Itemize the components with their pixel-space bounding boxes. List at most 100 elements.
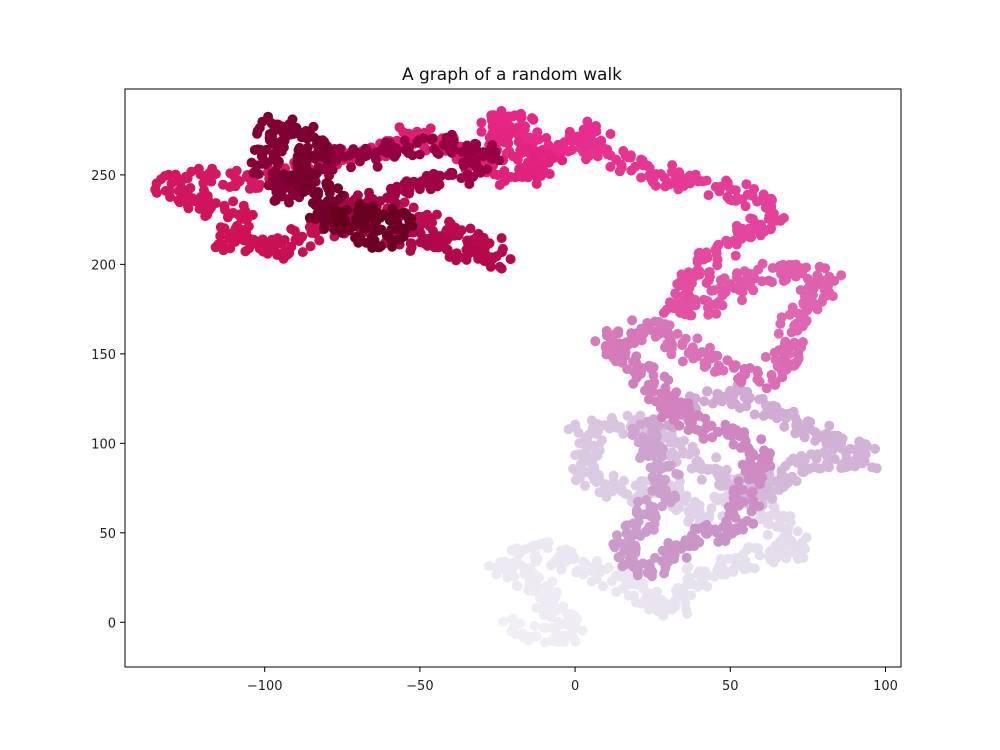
- walk-point: [319, 210, 330, 221]
- walk-point: [434, 170, 445, 181]
- walk-point: [660, 319, 671, 330]
- walk-point: [496, 263, 507, 274]
- walk-point: [656, 447, 667, 457]
- walk-point: [732, 495, 742, 506]
- walk-point: [766, 369, 777, 380]
- walk-point: [261, 144, 272, 155]
- walk-point: [673, 469, 684, 480]
- walk-point: [348, 148, 359, 159]
- walk-point: [761, 383, 772, 394]
- walk-point: [727, 398, 738, 409]
- walk-point: [515, 113, 526, 124]
- y-tick-label: 0: [108, 616, 116, 631]
- walk-point: [791, 259, 801, 270]
- walk-point: [774, 537, 785, 547]
- walk-point: [718, 532, 729, 543]
- walk-point: [510, 628, 521, 639]
- walk-point: [362, 150, 373, 161]
- walk-point: [736, 375, 747, 386]
- walk-point: [853, 453, 864, 464]
- walk-point: [523, 133, 534, 143]
- walk-point: [288, 128, 299, 139]
- walk-point: [677, 337, 688, 348]
- walk-point: [645, 501, 656, 512]
- walk-point: [711, 452, 722, 463]
- walk-point: [720, 287, 731, 298]
- walk-point: [372, 161, 383, 172]
- walk-point: [557, 155, 568, 166]
- walk-point: [577, 625, 588, 636]
- walk-point: [661, 602, 672, 613]
- walk-point: [489, 169, 500, 180]
- walk-point: [476, 126, 487, 137]
- walk-point: [544, 169, 555, 179]
- walk-point: [661, 547, 672, 558]
- walk-point: [578, 569, 589, 580]
- walk-point: [596, 135, 607, 146]
- walk-point: [778, 213, 789, 223]
- walk-point: [692, 333, 703, 344]
- walk-point: [701, 520, 712, 530]
- walk-point: [687, 530, 697, 541]
- walk-point: [687, 342, 698, 353]
- walk-point: [252, 126, 263, 136]
- walk-point: [333, 183, 343, 194]
- y-tick-label: 100: [91, 437, 116, 452]
- walk-point: [794, 426, 805, 437]
- walk-point: [674, 280, 684, 291]
- walk-point: [572, 132, 583, 143]
- walk-point: [702, 528, 712, 539]
- walk-point: [537, 604, 548, 615]
- walk-point: [292, 161, 303, 172]
- walk-point: [590, 467, 601, 477]
- scatter-points: [150, 106, 882, 648]
- walk-point: [527, 573, 538, 584]
- walk-point: [752, 196, 763, 207]
- walk-point: [470, 233, 481, 244]
- walk-point: [618, 428, 629, 439]
- walk-point: [541, 541, 552, 552]
- walk-point: [427, 217, 438, 228]
- walk-point: [469, 141, 480, 152]
- walk-point: [733, 476, 744, 487]
- walk-point: [683, 277, 694, 288]
- walk-point: [780, 461, 791, 472]
- walk-point: [754, 376, 765, 387]
- walk-point: [742, 544, 753, 555]
- walk-point: [459, 146, 470, 157]
- walk-point: [352, 190, 363, 201]
- walk-point: [667, 339, 678, 350]
- walk-point: [567, 631, 578, 642]
- walk-point: [313, 187, 324, 197]
- walk-point: [705, 342, 715, 353]
- walk-point: [297, 247, 308, 258]
- walk-point: [723, 239, 734, 250]
- walk-point: [580, 480, 590, 491]
- walk-point: [730, 185, 741, 196]
- walk-point: [789, 337, 800, 348]
- walk-point: [337, 215, 348, 226]
- walk-point: [739, 427, 750, 438]
- walk-point: [824, 462, 834, 473]
- walk-point: [502, 129, 513, 140]
- walk-point: [497, 112, 508, 123]
- walk-point: [611, 154, 622, 165]
- walk-point: [574, 438, 585, 449]
- walk-point: [215, 222, 226, 233]
- walk-point: [660, 387, 671, 398]
- walk-point: [793, 348, 804, 359]
- walk-point: [859, 446, 870, 457]
- y-axis: 0 50 100 150 200 250: [91, 169, 125, 631]
- walk-point: [798, 552, 809, 563]
- walk-point: [735, 232, 746, 242]
- walk-point: [353, 237, 364, 248]
- walk-point: [523, 635, 534, 646]
- walk-point: [630, 480, 641, 491]
- walk-point: [307, 198, 318, 208]
- walk-point: [796, 311, 807, 322]
- walk-point: [819, 447, 829, 458]
- walk-point: [354, 199, 365, 210]
- walk-point: [749, 409, 760, 420]
- walk-point: [560, 550, 571, 561]
- walk-point: [618, 146, 629, 156]
